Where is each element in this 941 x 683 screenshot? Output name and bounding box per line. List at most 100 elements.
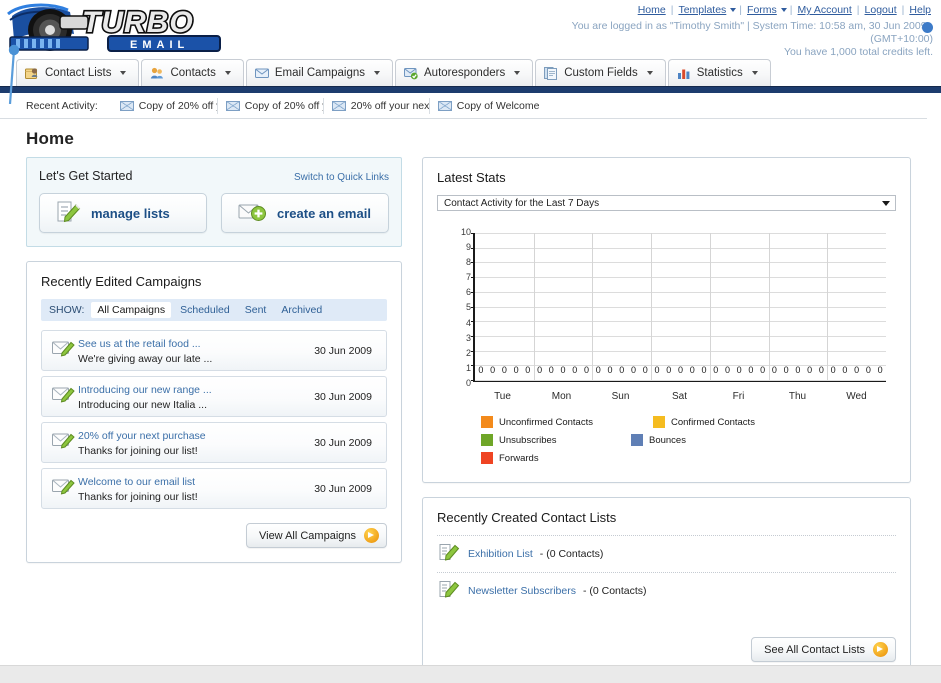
chart-data-label: 0 bbox=[736, 365, 742, 375]
chart-legend-item: Forwards bbox=[481, 452, 643, 464]
envelope-pencil-icon bbox=[52, 477, 78, 500]
chart-legend-item: Confirmed Contacts bbox=[653, 416, 815, 428]
recently-created-contact-lists-panel: Recently Created Contact Lists Exhibitio… bbox=[422, 497, 911, 675]
envelope-pencil-icon bbox=[52, 385, 78, 408]
chart-data-label: 0 bbox=[548, 365, 554, 375]
chart-data-label: 0 bbox=[560, 365, 566, 375]
chart-gridline bbox=[475, 335, 886, 337]
chart-y-tick-mark bbox=[471, 306, 475, 308]
header-links: Home | Templates | Forms | My Account | Logout | H… bbox=[637, 4, 931, 16]
switch-to-quick-links-link[interactable]: Switch to Quick Links bbox=[293, 172, 389, 183]
view-all-campaigns-button[interactable]: View All Campaigns bbox=[245, 523, 387, 548]
chart-gridline bbox=[475, 233, 886, 234]
chart-y-tick-mark bbox=[471, 380, 475, 381]
chart-data-label: 0 bbox=[490, 365, 496, 375]
nav-tab-statistics[interactable]: Statistics bbox=[667, 59, 771, 86]
contact-list-name[interactable]: Exhibition List bbox=[468, 548, 533, 560]
header-link-my-account[interactable]: My Account bbox=[797, 4, 852, 16]
header-link-logout[interactable]: Logout bbox=[864, 4, 897, 16]
chart-data-label: 0 bbox=[537, 365, 543, 375]
header-link-templates[interactable]: Templates bbox=[678, 4, 727, 16]
recently-edited-campaigns-panel: Recently Edited Campaigns SHOW: All Camp… bbox=[26, 261, 402, 563]
pin-decoration-icon bbox=[8, 44, 20, 105]
stats-range-value: Contact Activity for the Last 7 Days bbox=[444, 197, 600, 209]
recent-activity-item-label: 20% off your next bbox=[350, 99, 430, 112]
chevron-down-icon bbox=[646, 71, 653, 75]
nav-tab-email-campaigns[interactable]: Email Campaigns bbox=[245, 59, 393, 86]
filter-scheduled[interactable]: Scheduled bbox=[180, 304, 230, 316]
manage-lists-button[interactable]: manage lists bbox=[39, 193, 207, 233]
campaign-row[interactable]: 20% off your next purchase Thanks for jo… bbox=[41, 422, 387, 463]
chart-y-tick: 6 bbox=[465, 287, 471, 298]
help-dot-icon[interactable] bbox=[922, 22, 933, 33]
campaign-row[interactable]: Introducing our new range ... Introducin… bbox=[41, 376, 387, 417]
filter-archived[interactable]: Archived bbox=[281, 304, 323, 316]
campaign-name[interactable]: See us at the retail food ... bbox=[78, 337, 201, 350]
chart-data-label: 0 bbox=[607, 365, 613, 375]
campaign-subject: Thanks for joining our list! bbox=[78, 444, 198, 457]
chart-data-label: 0 bbox=[807, 365, 813, 375]
create-an-email-button[interactable]: create an email bbox=[221, 193, 389, 233]
chart-y-tick-mark bbox=[471, 335, 475, 337]
campaign-name[interactable]: 20% off your next purchase bbox=[78, 429, 206, 442]
show-label: SHOW: bbox=[49, 304, 85, 316]
stats-range-select[interactable]: Contact Activity for the Last 7 Days bbox=[437, 195, 896, 211]
campaign-date: 30 Jun 2009 bbox=[314, 436, 372, 449]
svg-text:TURBO: TURBO bbox=[82, 6, 194, 39]
campaign-row[interactable]: Welcome to our email list Thanks for joi… bbox=[41, 468, 387, 509]
header-link-help[interactable]: Help bbox=[909, 4, 931, 16]
campaign-subject: Thanks for joining our list! bbox=[78, 490, 198, 503]
chart-legend-item: Unconfirmed Contacts bbox=[481, 416, 653, 428]
chart-gridline bbox=[475, 365, 886, 367]
chart-data-label: 0 bbox=[701, 365, 707, 375]
envelope-pencil-icon bbox=[52, 339, 78, 362]
recent-activity-item-label: Copy of Welcome to bbox=[456, 99, 542, 112]
filter-all-campaigns[interactable]: All Campaigns bbox=[91, 302, 172, 318]
chart-data-label: 0 bbox=[713, 365, 719, 375]
campaign-date: 30 Jun 2009 bbox=[314, 390, 372, 403]
campaign-filter-bar: SHOW: All Campaigns Scheduled Sent Archi… bbox=[41, 299, 387, 321]
envelope-icon bbox=[331, 100, 346, 111]
contact-list-name[interactable]: Newsletter Subscribers bbox=[468, 585, 576, 597]
header-link-forms[interactable]: Forms bbox=[747, 4, 777, 16]
header-link-home[interactable]: Home bbox=[637, 4, 666, 16]
legend-label: Confirmed Contacts bbox=[671, 416, 755, 428]
chart-data-label: 0 bbox=[525, 365, 531, 375]
latest-stats-title: Latest Stats bbox=[437, 170, 506, 185]
see-all-contact-lists-button[interactable]: See All Contact Lists bbox=[751, 637, 896, 662]
recent-activity-item[interactable]: 20% off your next bbox=[324, 97, 430, 114]
envelope-icon bbox=[119, 100, 134, 111]
recent-activity-item[interactable]: Copy of 20% off yo bbox=[112, 97, 218, 114]
chart-legend-item: Unsubscribes bbox=[481, 434, 631, 446]
contact-list-row[interactable]: Newsletter Subscribers - (0 Contacts) bbox=[437, 572, 896, 609]
arrow-right-icon bbox=[364, 528, 379, 543]
envelope-pencil-icon bbox=[52, 431, 78, 454]
nav-tab-contact-lists[interactable]: Contact Lists bbox=[16, 59, 140, 86]
recent-activity-item[interactable]: Copy of Welcome to bbox=[430, 98, 542, 114]
chart-x-tick: Sat bbox=[671, 391, 687, 402]
lets-get-started-panel: Let's Get Started Switch to Quick Links bbox=[26, 157, 402, 247]
contact-list-row[interactable]: Exhibition List - (0 Contacts) bbox=[437, 535, 896, 572]
main-content: Let's Get Started Switch to Quick Links bbox=[0, 157, 941, 675]
legend-swatch bbox=[481, 452, 493, 464]
campaign-name[interactable]: Welcome to our email list bbox=[78, 475, 196, 488]
campaign-name[interactable]: Introducing our new range ... bbox=[78, 383, 212, 396]
recent-activity-item[interactable]: Copy of 20% off yo bbox=[218, 97, 324, 114]
chart-data-label: 0 bbox=[724, 365, 730, 375]
chart-data-label: 0 bbox=[842, 365, 848, 375]
manage-lists-label: manage lists bbox=[91, 205, 170, 221]
chevron-down-icon bbox=[882, 200, 890, 206]
chart-data-label: 0 bbox=[584, 365, 590, 375]
chart-y-tick: 10 bbox=[460, 227, 471, 237]
filter-sent[interactable]: Sent bbox=[244, 304, 267, 316]
nav-tab-custom-fields[interactable]: Custom Fields bbox=[535, 59, 666, 86]
chart-data-label: 0 bbox=[771, 365, 777, 375]
chart-x-tick: Mon bbox=[551, 391, 572, 402]
nav-tab-contacts[interactable]: Contacts bbox=[141, 59, 244, 86]
nav-tab-autoresponders[interactable]: Autoresponders bbox=[395, 59, 534, 86]
campaign-row[interactable]: See us at the retail food ... We're givi… bbox=[41, 330, 387, 371]
bar-chart-icon bbox=[677, 66, 691, 80]
right-column: Latest Stats Contact Activity for the La… bbox=[422, 157, 911, 675]
chart-legend-item: Bounces bbox=[631, 434, 803, 446]
